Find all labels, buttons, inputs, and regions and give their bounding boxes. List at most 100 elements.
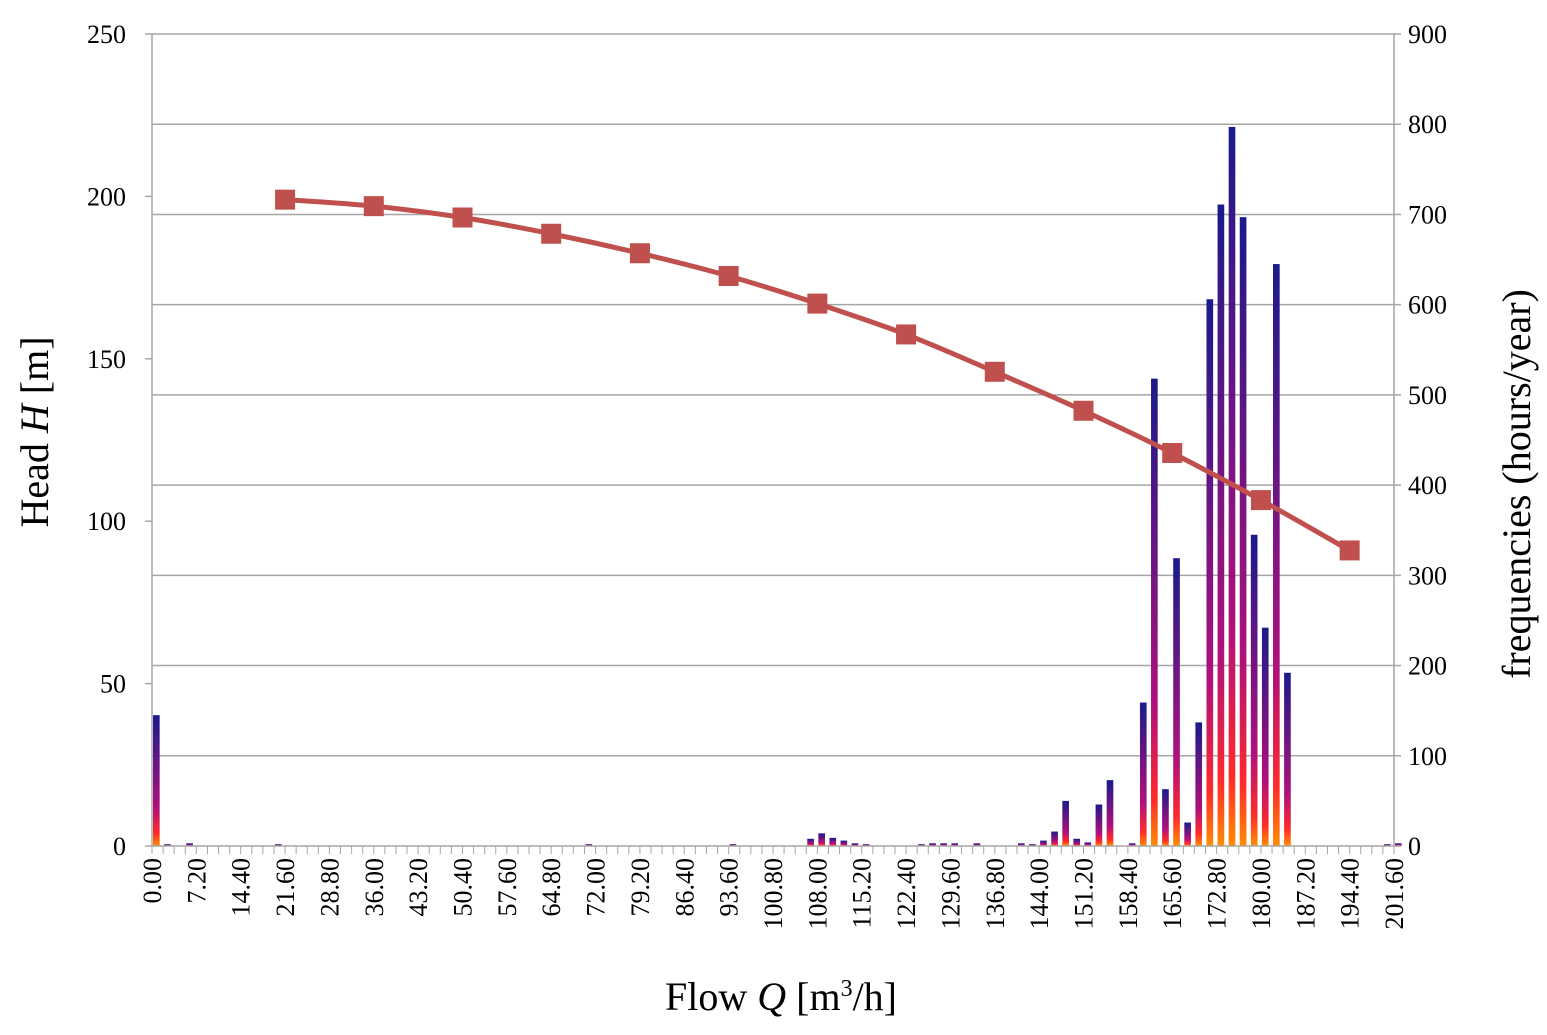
- y-right-tick-label: 500: [1408, 381, 1447, 410]
- head-curve-marker: [452, 207, 473, 228]
- frequency-bar: [929, 843, 936, 846]
- x-tick-label: 144.00: [1025, 858, 1054, 930]
- head-curve-marker: [984, 361, 1005, 382]
- frequency-bar: [1173, 558, 1180, 846]
- frequency-bar: [1239, 217, 1247, 846]
- head-curve-marker: [275, 189, 296, 210]
- axes: [145, 33, 1401, 854]
- x-tick-label: 0.00: [138, 858, 167, 904]
- frequency-bar: [940, 843, 947, 846]
- x-tick-label: 93.60: [715, 858, 744, 917]
- head-curve-marker: [896, 324, 917, 345]
- y-left-axis-title: Head H [m]: [12, 336, 57, 527]
- head-curve-marker: [807, 293, 828, 314]
- frequency-bar: [1184, 822, 1191, 846]
- frequency-bar: [164, 844, 171, 846]
- x-tick-label: 79.20: [626, 858, 655, 917]
- frequency-bar: [1273, 264, 1280, 847]
- frequency-bar: [1217, 204, 1225, 846]
- y-right-tick-label: 200: [1408, 652, 1447, 681]
- frequency-bar: [1062, 800, 1069, 846]
- head-curve-marker: [1073, 400, 1094, 421]
- frequency-bar: [1162, 789, 1169, 846]
- frequency-bar: [818, 833, 826, 846]
- y-left-tick-label: 250: [87, 20, 126, 49]
- y-left-tick-label: 100: [87, 507, 126, 536]
- frequency-bar: [1029, 844, 1036, 846]
- x-tick-label: 7.20: [182, 858, 211, 904]
- x-tick-label: 14.40: [227, 858, 256, 917]
- x-tick-label: 172.80: [1203, 858, 1232, 930]
- x-tick-label: 100.80: [759, 858, 788, 930]
- head-curve-marker: [363, 196, 384, 217]
- x-tick-label: 108.00: [803, 858, 832, 930]
- x-tick-label: 72.00: [582, 858, 611, 917]
- frequency-bar: [1017, 843, 1025, 846]
- frequency-bar: [1395, 843, 1402, 846]
- x-tick-label: 86.40: [670, 858, 699, 917]
- x-tick-label: 115.20: [848, 858, 877, 929]
- x-tick-label: 151.20: [1070, 858, 1099, 930]
- frequency-bar: [1206, 299, 1214, 847]
- frequency-bar: [1284, 672, 1291, 846]
- frequency-bar: [729, 844, 737, 846]
- head-curve-marker: [541, 223, 562, 244]
- frequency-bar: [1195, 722, 1203, 846]
- x-tick-label: 36.00: [360, 858, 389, 917]
- frequency-bar: [1128, 843, 1136, 846]
- y-right-tick-label: 600: [1408, 291, 1447, 320]
- frequency-bar: [1250, 534, 1258, 846]
- frequency-bar: [1095, 804, 1103, 846]
- frequency-bar: [862, 844, 870, 846]
- x-tick-label: 43.20: [404, 858, 433, 917]
- x-tick-label: 165.60: [1158, 858, 1187, 930]
- frequency-bar: [973, 843, 981, 846]
- x-tick-label: 21.60: [271, 858, 300, 917]
- y-right-tick-label: 700: [1408, 200, 1447, 229]
- head-curve: [275, 189, 1360, 561]
- frequency-bar: [1261, 627, 1269, 846]
- tick-labels: 0 100 200 300 400 500 600 700 800 900 0 50 100 150 200…: [87, 20, 1447, 930]
- frequency-bar: [918, 844, 925, 846]
- x-tick-label: 57.60: [493, 858, 522, 917]
- frequency-bar: [1051, 831, 1058, 846]
- frequency-bar: [585, 844, 593, 846]
- frequency-bar: [1106, 780, 1114, 846]
- gridlines: [152, 33, 1394, 757]
- frequency-bar: [1084, 842, 1092, 846]
- x-tick-label: 201.60: [1380, 858, 1409, 930]
- y-left-tick-label: 0: [113, 832, 126, 861]
- head-curve-marker: [718, 265, 739, 286]
- y-right-axis-title: frequencies (hours/year): [1494, 289, 1539, 679]
- frequency-bar: [274, 844, 282, 846]
- head-curve-marker: [629, 243, 650, 264]
- frequency-bar: [1383, 844, 1391, 846]
- head-curve-marker: [1250, 490, 1271, 511]
- head-curve-marker: [1339, 540, 1360, 561]
- frequency-bar: [186, 843, 193, 846]
- x-tick-label: 129.60: [936, 858, 965, 930]
- x-axis-title: Flow Q [m3/h]: [665, 974, 897, 1019]
- frequency-bar: [851, 843, 859, 846]
- frequency-bar: [951, 843, 959, 846]
- frequency-bar: [1151, 378, 1158, 846]
- y-right-tick-label: 800: [1408, 110, 1447, 139]
- frequency-bar: [1073, 838, 1081, 846]
- y-right-tick-label: 100: [1408, 742, 1447, 771]
- x-tick-label: 50.40: [449, 858, 478, 917]
- x-tick-label: 122.40: [892, 858, 921, 930]
- x-tick-label: 187.20: [1291, 858, 1320, 930]
- frequency-bar: [1139, 702, 1147, 846]
- x-tick-label: 64.80: [537, 858, 566, 917]
- frequency-bar: [1040, 840, 1047, 846]
- x-tick-label: 136.80: [981, 858, 1010, 930]
- x-tick-label: 194.40: [1336, 858, 1365, 930]
- frequency-bar: [807, 838, 814, 846]
- y-right-tick-label: 300: [1408, 561, 1447, 590]
- x-tick-label: 28.80: [315, 858, 344, 917]
- frequency-bar: [840, 840, 848, 846]
- head-curve-line: [284, 197, 1351, 553]
- y-left-tick-label: 150: [87, 345, 126, 374]
- y-right-tick-label: 0: [1408, 832, 1421, 861]
